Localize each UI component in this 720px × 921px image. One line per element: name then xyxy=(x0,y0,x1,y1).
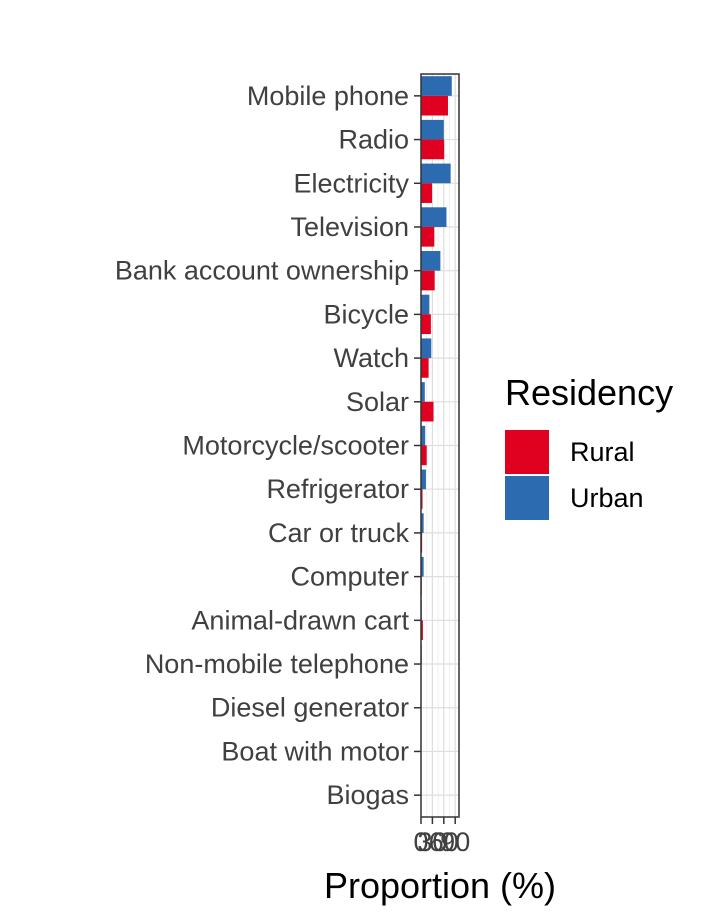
bar-rural xyxy=(421,620,423,640)
bar-urban xyxy=(421,469,426,490)
y-tick-label: Motorcycle/scooter xyxy=(182,431,409,461)
y-tick-label: Solar xyxy=(346,387,409,417)
y-tick-label: Bank account ownership xyxy=(115,256,409,286)
x-axis-title: Proportion (%) xyxy=(324,865,556,906)
bar-rural xyxy=(421,183,433,203)
bar-urban xyxy=(421,294,430,315)
bar-urban xyxy=(421,556,424,577)
bar-urban xyxy=(421,382,425,402)
y-tick-label: Television xyxy=(290,212,409,242)
legend-label: Urban xyxy=(570,483,644,513)
plot-area xyxy=(420,73,460,818)
bar-urban xyxy=(421,338,432,359)
y-tick-label: Car or truck xyxy=(268,518,410,548)
y-tick-label: Mobile phone xyxy=(247,81,409,111)
y-tick-label: Non-mobile telephone xyxy=(145,649,409,679)
bar-urban xyxy=(421,425,426,446)
y-tick-label: Diesel generator xyxy=(211,693,409,723)
y-axis: Mobile phone Radio Electricity Television Ba… xyxy=(115,81,421,810)
bar-rural xyxy=(421,489,423,509)
bar-urban xyxy=(421,163,451,184)
bar-urban xyxy=(421,251,441,271)
x-tick-label: 60 xyxy=(429,827,459,857)
x-tick-label: 0 xyxy=(413,827,428,857)
bar-rural xyxy=(421,270,435,291)
y-tick-label: Radio xyxy=(338,125,409,155)
y-tick-label: Computer xyxy=(290,562,409,592)
legend: Residency Rural Urban xyxy=(505,372,673,520)
y-tick-label: Watch xyxy=(333,343,409,373)
bar-rural xyxy=(421,314,431,335)
bar-urban xyxy=(421,119,444,140)
legend-swatch-urban xyxy=(505,476,549,520)
y-tick-label: Animal-drawn cart xyxy=(191,605,409,635)
legend-items: Rural Urban xyxy=(505,430,644,520)
y-tick-label: Bicycle xyxy=(323,299,409,329)
y-tick-label: Electricity xyxy=(293,168,409,198)
bar-urban xyxy=(421,76,452,96)
x-tick-label: 90 xyxy=(440,827,470,857)
bar-urban xyxy=(421,207,447,227)
y-tick-label: Boat with motor xyxy=(221,736,409,766)
bar-urban xyxy=(421,513,424,533)
legend-swatch-rural xyxy=(505,430,549,474)
legend-title: Residency xyxy=(505,372,673,413)
bar-rural xyxy=(421,95,448,116)
bar-rural xyxy=(421,226,435,247)
y-tick-label: Biogas xyxy=(326,780,409,810)
y-tick-label: Refrigerator xyxy=(266,474,409,504)
x-tick-label: 30 xyxy=(417,827,447,857)
bar-rural xyxy=(421,401,434,422)
bar-rural xyxy=(421,358,429,378)
legend-label: Rural xyxy=(570,437,635,467)
bar-rural xyxy=(421,445,427,466)
bar-rural xyxy=(421,139,445,160)
